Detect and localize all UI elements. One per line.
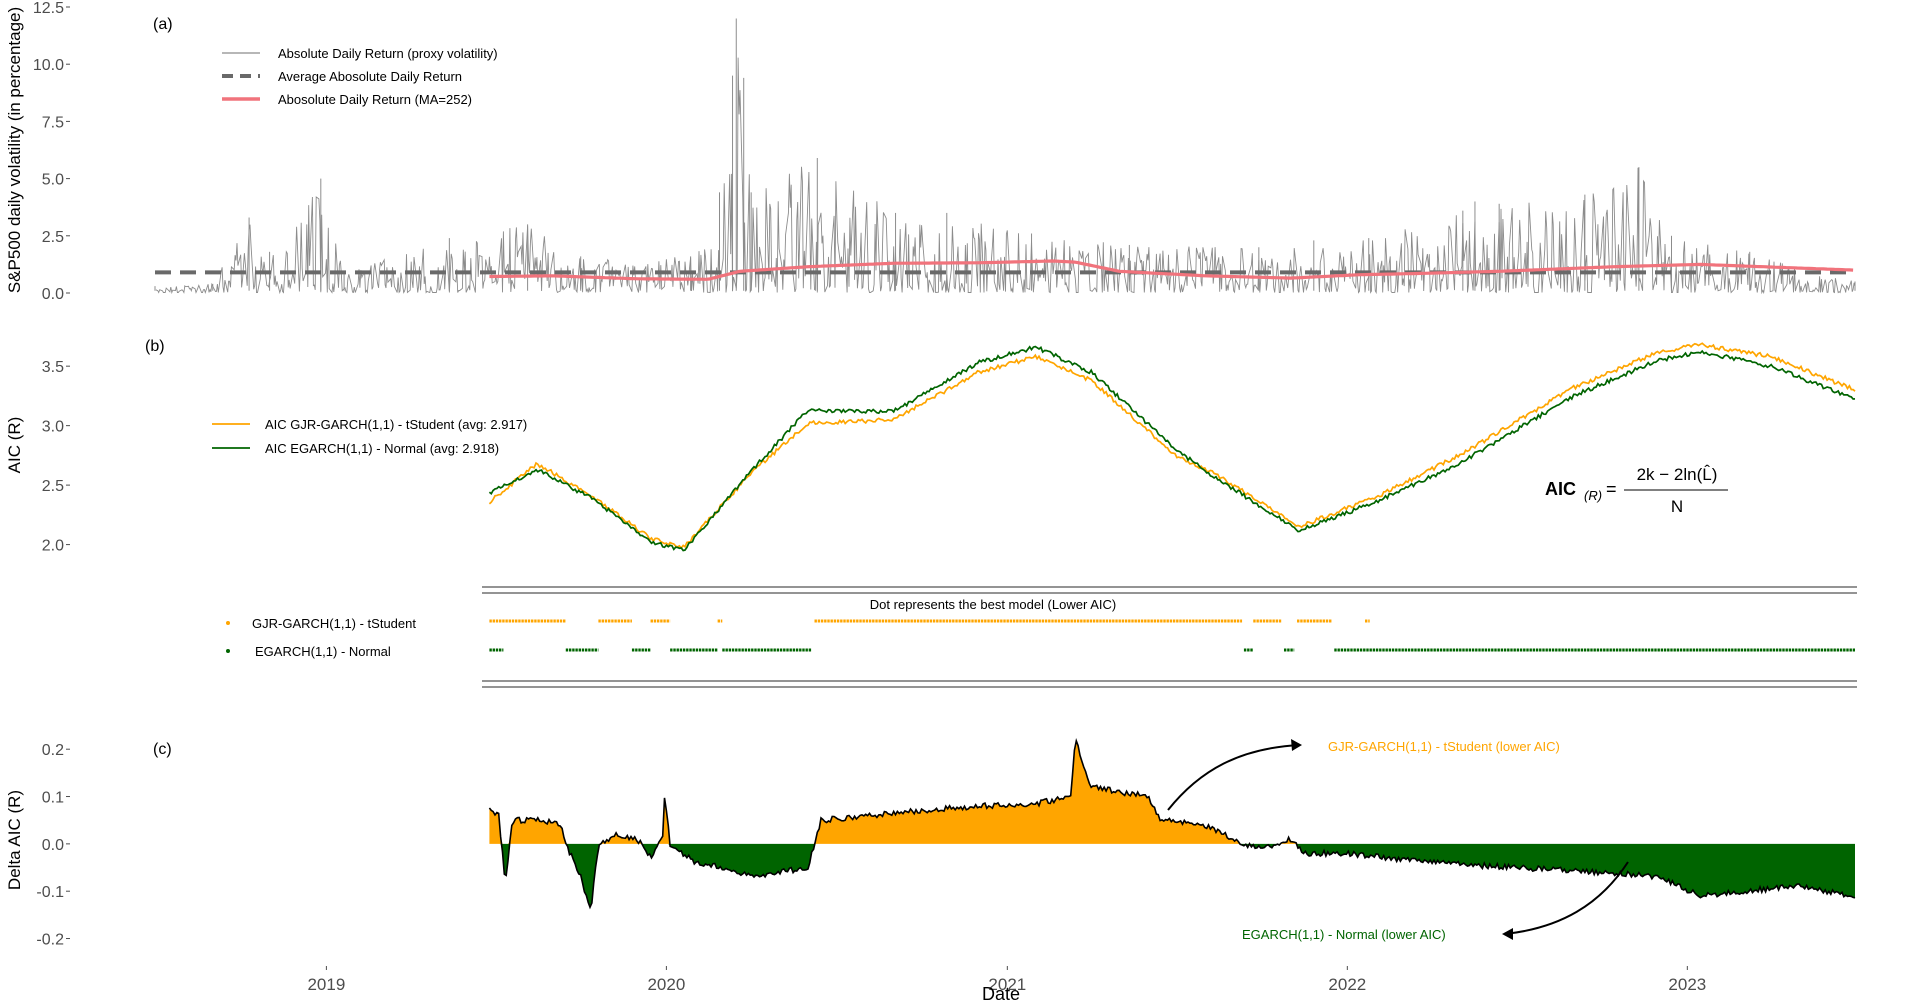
x-tick-label-3: 2022 (1328, 975, 1366, 994)
panel-a-y-tick-label-5: 12.5 (33, 0, 64, 17)
panel-a-plot-area (154, 18, 1856, 295)
legend-average-label: Average Abosolute Daily Return (278, 69, 462, 84)
panel-c-y-tick-label-2: 0.0 (42, 837, 64, 854)
panel-b-y-axis-label: AIC (R) (5, 417, 24, 474)
strip-legend-egarch-label: EGARCH(1,1) - Normal (255, 644, 391, 659)
panel-a-y-tick-label-3: 7.5 (42, 114, 64, 131)
aic-formula: AIC (R) = 2k − 2ln(L̂) N (1545, 464, 1728, 516)
panel-c-y-tick-label-4: 0.2 (42, 742, 64, 759)
formula-lhs: AIC (1545, 479, 1576, 499)
panel-b-y-tick-label-3: 3.5 (42, 359, 64, 376)
panel-b-label: (b) (145, 338, 165, 355)
strip-legend-egarch-dot (226, 649, 230, 653)
panel-a-label: (a) (153, 16, 173, 33)
panel-c-y-tick-label-1: -0.1 (36, 884, 64, 901)
x-tick-label-0: 2019 (307, 975, 345, 994)
panel-a-legend: Absolute Daily Return (proxy volatility)… (222, 46, 498, 107)
panel-a-y-tick-label-2: 5.0 (42, 172, 64, 189)
panel-b-plot-area (488, 342, 1856, 552)
x-axis-ticks: 2019 2020 2021 2022 2023 (307, 966, 1706, 994)
panel-c-y-axis-label: Delta AIC (R) (5, 790, 24, 890)
panel-b-legend: AIC GJR-GARCH(1,1) - tStudent (avg: 2.91… (212, 417, 527, 456)
egarch-annotation-arrowhead (1502, 928, 1513, 940)
panel-a-y-ticks: 0.0 2.5 5.0 7.5 10.0 12.5 (33, 0, 70, 303)
panel-b-y-ticks: 2.0 2.5 3.0 3.5 (42, 359, 70, 555)
delta-positive-area (489, 740, 1855, 844)
panel-c-label: (c) (153, 741, 172, 758)
panel-c-y-ticks: -0.2 -0.1 0.0 0.1 0.2 (36, 742, 70, 949)
panel-b-y-tick-label-1: 2.5 (42, 478, 64, 495)
x-axis-label: Date (982, 984, 1020, 1004)
abs-return-line (155, 57, 1856, 295)
panel-b-y-tick-label-2: 3.0 (42, 419, 64, 436)
strip-caption: Dot represents the best model (Lower AIC… (870, 597, 1116, 612)
strip-legend-gjr-label: GJR-GARCH(1,1) - tStudent (252, 616, 416, 631)
panel-c-y-tick-label-0: -0.2 (36, 932, 64, 949)
legend-abs-return-label: Absolute Daily Return (proxy volatility) (278, 46, 498, 61)
x-tick-label-2: 2021 (988, 975, 1026, 994)
legend-gjr-label: AIC GJR-GARCH(1,1) - tStudent (avg: 2.91… (265, 417, 527, 432)
legend-moving-avg-label: Abosolute Daily Return (MA=252) (278, 92, 472, 107)
egarch-annotation-arrow (1504, 861, 1629, 935)
delta-aic-line (488, 738, 1856, 910)
panel-a-y-tick-label-4: 10.0 (33, 57, 64, 74)
formula-equals: = (1606, 479, 1617, 499)
formula-denominator: N (1671, 497, 1683, 516)
legend-egarch-label: AIC EGARCH(1,1) - Normal (avg: 2.918) (265, 441, 499, 456)
aic-egarch-line (488, 345, 1856, 552)
gjr-annotation-arrowhead (1291, 739, 1302, 751)
moving-avg-line (489, 259, 1854, 281)
delta-negative-area (489, 843, 1855, 908)
panel-b: (b) AIC (R) 2.0 2.5 3.0 3.5 AIC GJR-GARCH(1… (5, 338, 1856, 555)
panel-b-y-tick-label-0: 2.0 (42, 538, 64, 555)
panel-a-y-tick-label-0: 0.0 (42, 286, 64, 303)
strip-dots (489, 619, 1855, 652)
panel-a: (a) S&P500 daily volatility (in percenta… (5, 0, 1856, 303)
strip-legend-gjr-dot (226, 621, 230, 625)
aic-gjr-line (488, 342, 1856, 550)
formula-numerator: 2k − 2ln(L̂) (1637, 464, 1718, 484)
panel-c-y-tick-label-3: 0.1 (42, 790, 64, 807)
gjr-annotation-label: GJR-GARCH(1,1) - tStudent (lower AIC) (1328, 739, 1560, 754)
formula-subscript: (R) (1584, 488, 1602, 503)
egarch-annotation-label: EGARCH(1,1) - Normal (lower AIC) (1242, 927, 1446, 942)
best-model-strip: Dot represents the best model (Lower AIC… (226, 586, 1857, 688)
panel-c: (c) Delta AIC (R) -0.2 -0.1 0.0 0.1 0.2 GJR-… (5, 738, 1856, 1004)
panel-a-y-axis-label: S&P500 daily volatility (in percentage) (5, 7, 24, 293)
gjr-annotation-arrow (1167, 744, 1301, 811)
x-tick-label-4: 2023 (1668, 975, 1706, 994)
panel-a-y-tick-label-1: 2.5 (42, 229, 64, 246)
x-tick-label-1: 2020 (647, 975, 685, 994)
panel-c-plot-area (488, 738, 1856, 910)
panel-c-annotations: GJR-GARCH(1,1) - tStudent (lower AIC) EG… (1167, 739, 1629, 942)
